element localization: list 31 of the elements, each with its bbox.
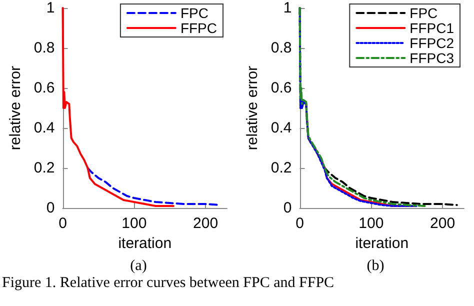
legend-label: FFPC [180, 20, 218, 36]
x-axis-title: iteration [118, 235, 172, 252]
x-axis-title: iteration [355, 235, 409, 252]
y-tick-label: 0.4 [34, 120, 55, 136]
text: (b) [366, 258, 386, 275]
y-tick-label: 0 [46, 200, 55, 216]
y-tick-label: 0.4 [270, 120, 292, 136]
y-tick-label: 1 [46, 0, 55, 16]
x-tick-label: 200 [193, 215, 218, 232]
text: (a) [129, 258, 148, 275]
x-tick-label: 0 [58, 215, 67, 232]
y-tick-label: 0.2 [34, 160, 55, 176]
y-tick-label: 0.8 [270, 40, 292, 56]
caption: Figure 1. Relative error curves between FPC and FFPC [1, 275, 336, 292]
y-axis-title: relative error [7, 66, 24, 150]
legend-label: FPC [180, 5, 208, 21]
y-tick-label: 0.6 [34, 80, 55, 96]
legend-label: FFPC3 [410, 50, 454, 66]
legend-label: FFPC1 [410, 20, 454, 36]
y-tick-label: 0.2 [270, 160, 292, 176]
x-tick-label: 0 [296, 215, 304, 232]
y-tick-label: 0.6 [270, 80, 292, 96]
legend-label: FPC [410, 5, 438, 21]
x-tick-label: 100 [358, 215, 384, 232]
x-tick-label: 200 [430, 215, 456, 232]
y-axis-title: relative error [244, 66, 261, 150]
y-tick-label: 0 [283, 200, 292, 216]
x-tick-label: 100 [122, 215, 147, 232]
legend-label: FFPC2 [410, 35, 454, 51]
y-tick-label: 0.8 [34, 40, 55, 56]
y-tick-label: 1 [283, 0, 292, 16]
